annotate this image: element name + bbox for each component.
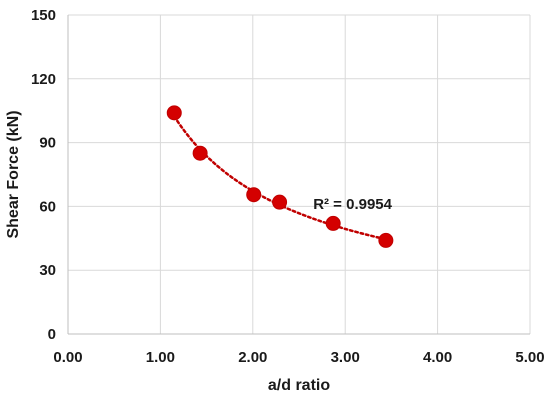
data-point (192, 145, 208, 161)
y-tick-label: 150 (31, 7, 56, 24)
x-tick-label: 5.00 (515, 349, 544, 366)
data-point (166, 105, 182, 121)
x-tick-label: 3.00 (331, 349, 360, 366)
data-point (325, 215, 341, 231)
y-axis-title: Shear Force (kN) (5, 110, 22, 238)
y-tick-label: 60 (39, 198, 56, 215)
y-axis-ticks: 0 30 60 90 120 150 (31, 7, 56, 343)
plot-area-border (67, 15, 530, 335)
r-squared-annotation: R² = 0.9954 (313, 196, 392, 213)
power-trendline (173, 115, 388, 241)
y-tick-label: 120 (31, 71, 56, 88)
data-point (378, 232, 394, 248)
x-tick-label: 1.00 (146, 349, 175, 366)
y-tick-label: 30 (39, 262, 56, 279)
y-tick-label: 90 (39, 135, 56, 152)
x-axis-ticks: 0.00 1.00 2.00 3.00 4.00 5.00 (53, 349, 544, 366)
data-point (272, 194, 288, 210)
y-tick-label: 0 (48, 326, 56, 343)
data-points (166, 105, 394, 248)
x-tick-label: 2.00 (238, 349, 267, 366)
data-point (246, 187, 262, 203)
grid-lines (67, 14, 531, 335)
x-tick-label: 4.00 (423, 349, 452, 366)
x-axis-title: a/d ratio (268, 377, 330, 394)
x-tick-label: 0.00 (53, 349, 82, 366)
